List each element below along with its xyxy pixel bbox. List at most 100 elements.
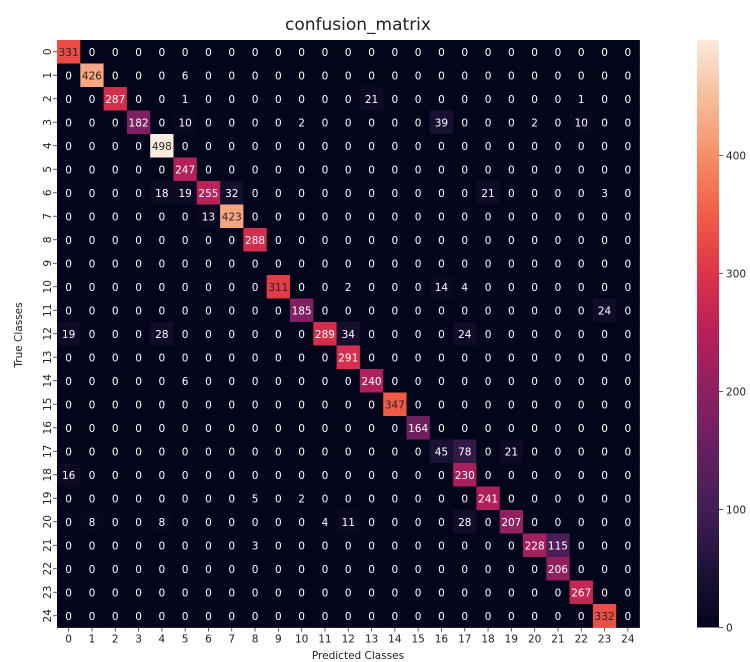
heatmap-cell	[57, 134, 81, 158]
heatmap-cell	[313, 63, 337, 88]
heatmap-cell	[266, 369, 291, 393]
heatmap-cell	[336, 298, 361, 323]
heatmap-cell	[406, 392, 431, 417]
x-tick-label: 14	[388, 634, 402, 646]
cell-value-label: 0	[205, 493, 212, 505]
heatmap-cell	[569, 345, 594, 370]
heatmap-cell	[220, 439, 244, 464]
cell-value-label: 0	[275, 540, 282, 552]
cell-value-label: 0	[205, 564, 212, 576]
cell-value-label: 0	[252, 329, 259, 341]
cell-value-label: 0	[531, 70, 538, 82]
heatmap-cell	[220, 251, 244, 276]
heatmap-cell	[546, 486, 570, 511]
cell-value-label: 0	[392, 70, 399, 82]
cell-value-label: 0	[275, 399, 282, 411]
heatmap-cell	[243, 181, 268, 205]
cell-value-label: 0	[438, 305, 445, 317]
heatmap-cell	[476, 228, 501, 252]
heatmap-cell	[313, 392, 337, 417]
heatmap-cell	[476, 63, 501, 88]
heatmap-cell	[57, 298, 81, 323]
heatmap-cell	[266, 486, 291, 511]
heatmap-cell	[523, 275, 547, 299]
heatmap-cell	[406, 134, 431, 158]
cell-value-label: 0	[578, 164, 585, 176]
cell-value-label: 0	[461, 235, 468, 247]
heatmap-cell	[57, 392, 81, 417]
heatmap-cell	[453, 134, 477, 158]
cell-value-label: 0	[461, 305, 468, 317]
heatmap-cell	[290, 557, 314, 581]
heatmap-cell	[429, 134, 454, 158]
cell-value-label: 0	[461, 399, 468, 411]
heatmap-cell	[569, 298, 594, 323]
heatmap-cell	[313, 322, 337, 346]
colorbar	[697, 40, 719, 628]
heatmap-cell	[476, 204, 501, 229]
heatmap-cell	[546, 533, 570, 558]
cell-value-label: 0	[415, 587, 422, 599]
heatmap-cell	[359, 369, 384, 393]
cell-value-label: 0	[182, 399, 189, 411]
cell-value-label: 0	[275, 376, 282, 388]
heatmap-cell	[336, 486, 361, 511]
heatmap-cell	[266, 510, 291, 534]
heatmap-cell	[290, 486, 314, 511]
cell-value-label: 0	[252, 446, 259, 458]
cell-value-label: 0	[252, 211, 259, 223]
cell-value-label: 0	[555, 258, 562, 270]
heatmap-cell	[196, 580, 221, 605]
heatmap-cell	[546, 134, 570, 158]
heatmap-cell	[220, 580, 244, 605]
cell-value-label: 0	[461, 141, 468, 153]
y-tick-label: 15	[42, 398, 54, 411]
heatmap-cell	[569, 486, 594, 511]
cell-value-label: 0	[298, 141, 305, 153]
heatmap-cell	[150, 439, 174, 464]
cell-value-label: 0	[485, 258, 492, 270]
y-tick-label: 3	[42, 119, 54, 126]
cell-value-label: 0	[228, 235, 235, 247]
heatmap-cell	[592, 486, 617, 511]
heatmap-cell	[150, 604, 174, 628]
heatmap-cell	[499, 322, 524, 346]
heatmap-cell	[196, 345, 221, 370]
cell-value-label: 0	[135, 282, 142, 294]
cell-value-label: 0	[392, 117, 399, 129]
cell-value-label: 0	[182, 564, 189, 576]
heatmap-cell	[103, 275, 128, 299]
cell-value-label: 0	[252, 282, 259, 294]
heatmap-cell	[359, 463, 384, 487]
cell-value-label: 0	[601, 540, 608, 552]
heatmap-cell	[173, 392, 198, 417]
heatmap-cell	[616, 486, 640, 511]
heatmap-cell	[359, 204, 384, 229]
heatmap-cell	[569, 580, 594, 605]
cell-value-label: 0	[205, 141, 212, 153]
cell-value-label: 0	[322, 70, 329, 82]
heatmap-cell	[220, 369, 244, 393]
cell-value-label: 0	[89, 305, 96, 317]
heatmap-cell	[126, 134, 151, 158]
cell-value-label: 0	[252, 258, 259, 270]
cell-value-label: 347	[385, 399, 405, 411]
heatmap-cell	[220, 604, 244, 628]
heatmap-cell	[406, 298, 431, 323]
cell-value-label: 0	[228, 611, 235, 623]
heatmap-cell	[546, 275, 570, 299]
heatmap-cell	[569, 251, 594, 276]
heatmap-cell	[150, 251, 174, 276]
heatmap-cell	[266, 345, 291, 370]
cell-value-label: 0	[275, 164, 282, 176]
cell-value-label: 0	[531, 352, 538, 364]
cell-value-label: 0	[345, 141, 352, 153]
cell-value-label: 0	[322, 188, 329, 200]
heatmap-cell	[406, 251, 431, 276]
cell-value-label: 0	[578, 235, 585, 247]
heatmap-cell	[150, 275, 174, 299]
cell-value-label: 267	[571, 587, 591, 599]
heatmap-cell	[383, 110, 407, 135]
heatmap-cell	[383, 204, 407, 229]
cell-value-label: 0	[298, 94, 305, 106]
